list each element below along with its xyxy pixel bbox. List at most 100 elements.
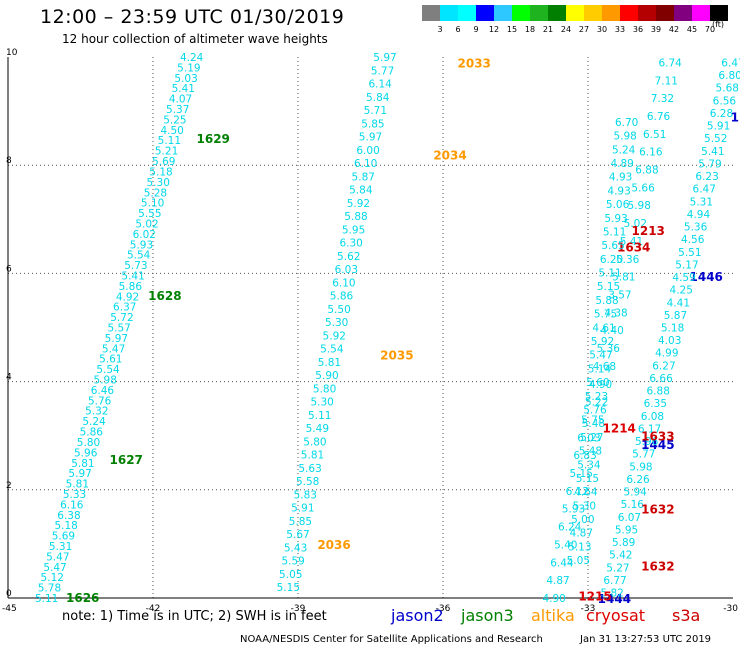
wave-height-point: 5.11: [35, 593, 58, 605]
wave-height-point: 5.54: [96, 364, 120, 376]
wave-height-point: 4.38: [604, 307, 627, 319]
color-scale-label: 24: [560, 25, 572, 34]
y-tick-label: 10: [6, 48, 18, 58]
wave-height-point: 5.95: [342, 224, 365, 236]
wave-height-point: 5.27: [580, 432, 603, 444]
legend-s3a: s3a: [672, 606, 701, 625]
wave-height-point: 5.41: [701, 146, 724, 158]
wave-height-point: 5.30: [573, 500, 596, 512]
wave-height-point: 5.31: [49, 541, 72, 553]
wave-height-point: 3.57: [608, 289, 631, 301]
y-tick-label: 6: [6, 264, 12, 274]
y-tick-label: 0: [6, 589, 12, 599]
wave-height-point: 6.28: [710, 108, 733, 120]
wave-height-point: 5.85: [361, 118, 384, 130]
wave-height-point: 6.80: [718, 70, 740, 82]
wave-height-point: 5.67: [286, 529, 309, 541]
wave-height-point: 5.81: [612, 272, 635, 284]
color-scale-label: 33: [614, 25, 626, 34]
x-tick-label: -45: [2, 604, 17, 614]
wave-height-point: 5.11: [308, 410, 331, 422]
pass-time-label: 2035: [380, 349, 413, 363]
wave-height-point: 5.15: [597, 281, 620, 293]
color-scale-swatch: [710, 5, 728, 21]
wave-height-point: 5.65: [601, 240, 624, 252]
chart-subtitle: 12 hour collection of altimeter wave hei…: [62, 32, 328, 46]
wave-height-point: 6.46: [91, 385, 115, 397]
wave-height-point: 4.94: [687, 209, 711, 221]
wave-height-point: 6.20: [600, 254, 623, 266]
wave-height-point: 6.08: [641, 411, 664, 423]
pass-time-label: 1445: [641, 438, 674, 452]
color-scale-swatch: [602, 5, 620, 21]
color-scale-label: 15: [506, 25, 518, 34]
color-scale-label: 42: [668, 25, 680, 34]
wave-height-point: 5.95: [615, 524, 638, 536]
pass-time-label: 2033: [458, 56, 491, 70]
wave-height-point: 5.33: [63, 489, 86, 501]
wave-height-point: 6.37: [113, 302, 136, 314]
color-scale-swatch: [584, 5, 602, 21]
wave-height-point: 6.10: [354, 158, 377, 170]
wave-height-point: 5.30: [310, 397, 333, 409]
wave-height-point: 4.41: [667, 297, 690, 309]
wave-height-point: 5.86: [80, 427, 104, 439]
wave-height-point: 5.47: [589, 350, 612, 362]
wave-height-point: 5.93: [604, 213, 627, 225]
wave-height-point: 5.16: [621, 499, 645, 511]
color-scale-swatch: [620, 5, 638, 21]
wave-height-point: 6.70: [615, 117, 638, 129]
pass-time-label: 1628: [148, 289, 181, 303]
color-scale-label: 18: [524, 25, 536, 34]
wave-height-point: 5.00: [571, 514, 594, 526]
wave-height-point: 5.47: [43, 562, 66, 574]
wave-height-point: 6.47: [721, 57, 740, 69]
wave-height-point: 5.52: [704, 133, 727, 145]
wave-height-point: 5.96: [635, 436, 659, 448]
pass-time-label: 1214: [603, 422, 636, 436]
wave-height-point: 5.02: [135, 218, 158, 230]
legend-altika: altika: [531, 606, 575, 625]
wave-height-point: 5.69: [152, 156, 175, 168]
wave-height-point: 5.11: [603, 226, 626, 238]
wave-height-point: 6.27: [652, 360, 675, 372]
wave-height-point: 5.80: [313, 383, 336, 395]
wave-height-point: 6.12: [566, 486, 589, 498]
wave-height-point: 5.05: [567, 555, 590, 567]
pass-time-label: 1632: [641, 503, 674, 517]
wave-height-point: 6.17: [638, 423, 661, 435]
wave-height-point: 6.16: [639, 147, 663, 159]
wave-height-point: 6.76: [647, 111, 671, 123]
wave-height-point: 5.27: [606, 562, 629, 574]
wave-height-point: 4.87: [546, 575, 569, 587]
wave-height-point: 5.88: [595, 295, 618, 307]
wave-height-point: 6.23: [695, 171, 718, 183]
wave-height-point: 5.51: [678, 247, 701, 259]
wave-height-point: 5.59: [281, 556, 304, 568]
wave-height-point: 5.92: [323, 330, 346, 342]
wave-height-point: 6.66: [649, 373, 673, 385]
wave-height-point: 6.74: [658, 57, 682, 69]
color-scale-swatch: [656, 5, 674, 21]
pass-time-label: 2036: [317, 538, 350, 552]
wave-height-point: 5.40: [554, 539, 577, 551]
wave-height-point: 5.15: [576, 473, 599, 485]
wave-height-point: 5.86: [330, 291, 354, 303]
wave-height-point: 5.17: [675, 259, 698, 271]
wave-height-point: 6.47: [693, 184, 716, 196]
pass-time-label: 1626: [66, 591, 99, 605]
wave-height-point: 5.85: [289, 516, 312, 528]
wave-height-point: 5.49: [306, 423, 329, 435]
wave-height-point: 5.77: [632, 449, 655, 461]
color-scale-unit: (ft): [712, 20, 725, 29]
wave-height-point: 4.40: [600, 325, 623, 337]
wave-height-point: 6.16: [60, 499, 84, 511]
wave-height-point: 4.50: [160, 125, 183, 137]
legend-cryosat: cryosat: [586, 606, 646, 625]
pass-time-label: 1444: [598, 592, 631, 606]
wave-height-point: 4.07: [169, 94, 192, 106]
wave-height-point: 5.57: [107, 323, 130, 335]
color-scale-label: 36: [632, 25, 644, 34]
wave-height-point: 5.88: [344, 211, 367, 223]
pass-time-label: 1629: [197, 132, 230, 146]
